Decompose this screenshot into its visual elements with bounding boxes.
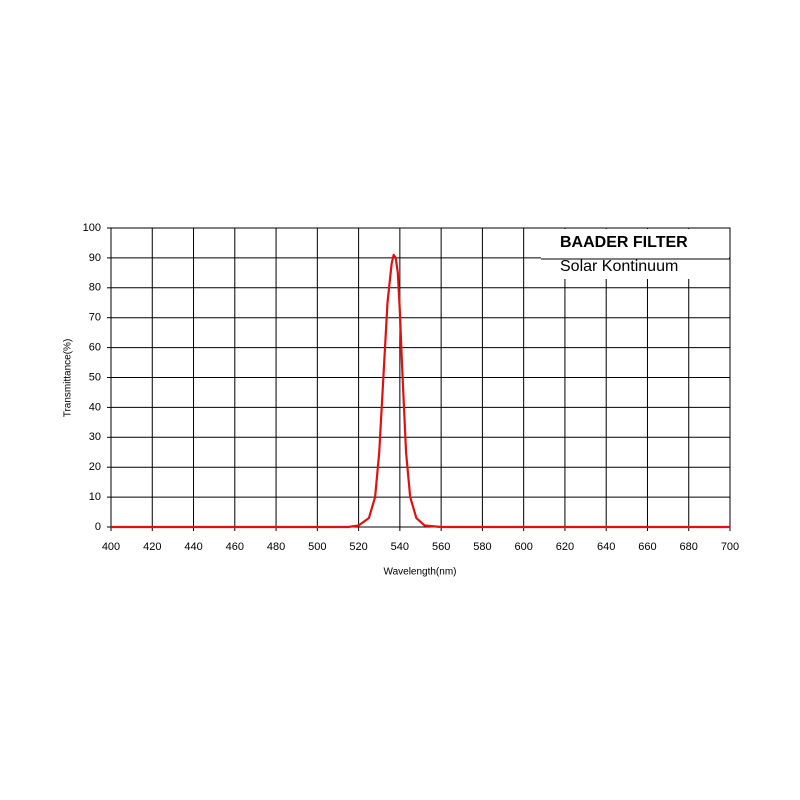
x-tick-label: 700 xyxy=(721,541,739,553)
legend-box xyxy=(541,229,729,279)
x-tick-label: 460 xyxy=(226,541,244,553)
x-tick-label: 400 xyxy=(102,541,120,553)
x-tick-label: 420 xyxy=(143,541,161,553)
plot-frame xyxy=(110,227,731,528)
x-tick-label: 520 xyxy=(349,541,367,553)
x-tick-label: 540 xyxy=(391,541,409,553)
x-tick-label: 560 xyxy=(432,541,450,553)
x-tick-label: 660 xyxy=(638,541,656,553)
x-tick-label: 680 xyxy=(680,541,698,553)
x-tick-label: 620 xyxy=(556,541,574,553)
x-tick-label: 500 xyxy=(308,541,326,553)
y-tick-label: 100 xyxy=(83,222,101,234)
y-tick-label: 60 xyxy=(89,342,101,354)
y-tick-label: 80 xyxy=(89,282,101,294)
legend-subtitle: Solar Kontinuum xyxy=(560,258,678,275)
y-tick-label: 0 xyxy=(95,521,101,533)
x-axis-label: Wavelength(nm) xyxy=(384,567,457,578)
y-tick-label: 40 xyxy=(89,401,101,413)
x-tick-label: 480 xyxy=(267,541,285,553)
x-tick-label: 600 xyxy=(514,541,532,553)
line xyxy=(111,253,730,529)
y-tick-label: 90 xyxy=(89,252,101,264)
y-tick-label: 10 xyxy=(89,491,101,503)
y-axis-label: Transmittance(%) xyxy=(63,339,74,418)
y-tick-label: 50 xyxy=(89,371,101,383)
y-tick-label: 20 xyxy=(89,461,101,473)
y-tick-label: 70 xyxy=(89,312,101,324)
legend-title: BAADER FILTER xyxy=(560,234,688,251)
x-tick-label: 580 xyxy=(473,541,491,553)
y-tick-label: 30 xyxy=(89,431,101,443)
x-tick-label: 640 xyxy=(597,541,615,553)
x-tick-label: 440 xyxy=(184,541,202,553)
